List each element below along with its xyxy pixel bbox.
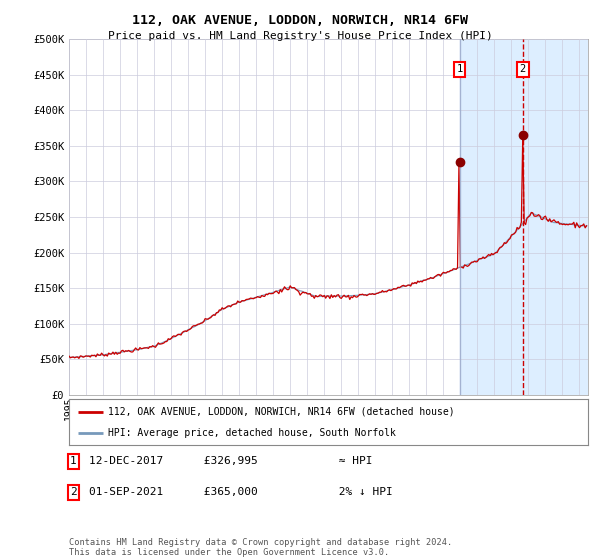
- Text: 2: 2: [520, 64, 526, 74]
- Text: 112, OAK AVENUE, LODDON, NORWICH, NR14 6FW: 112, OAK AVENUE, LODDON, NORWICH, NR14 6…: [132, 14, 468, 27]
- Bar: [460, 39, 600, 395]
- Text: HPI: Average price, detached house, South Norfolk: HPI: Average price, detached house, Sout…: [108, 428, 396, 438]
- Text: Contains HM Land Registry data © Crown copyright and database right 2024.
This d: Contains HM Land Registry data © Crown c…: [69, 538, 452, 557]
- Text: Price paid vs. HM Land Registry's House Price Index (HPI): Price paid vs. HM Land Registry's House …: [107, 31, 493, 41]
- Text: 1: 1: [457, 64, 463, 74]
- Text: 12-DEC-2017      £326,995            ≈ HPI: 12-DEC-2017 £326,995 ≈ HPI: [89, 456, 372, 466]
- Text: 2: 2: [70, 487, 77, 497]
- Text: 1: 1: [70, 456, 77, 466]
- Text: 01-SEP-2021      £365,000            2% ↓ HPI: 01-SEP-2021 £365,000 2% ↓ HPI: [89, 487, 392, 497]
- Text: 112, OAK AVENUE, LODDON, NORWICH, NR14 6FW (detached house): 112, OAK AVENUE, LODDON, NORWICH, NR14 6…: [108, 407, 455, 417]
